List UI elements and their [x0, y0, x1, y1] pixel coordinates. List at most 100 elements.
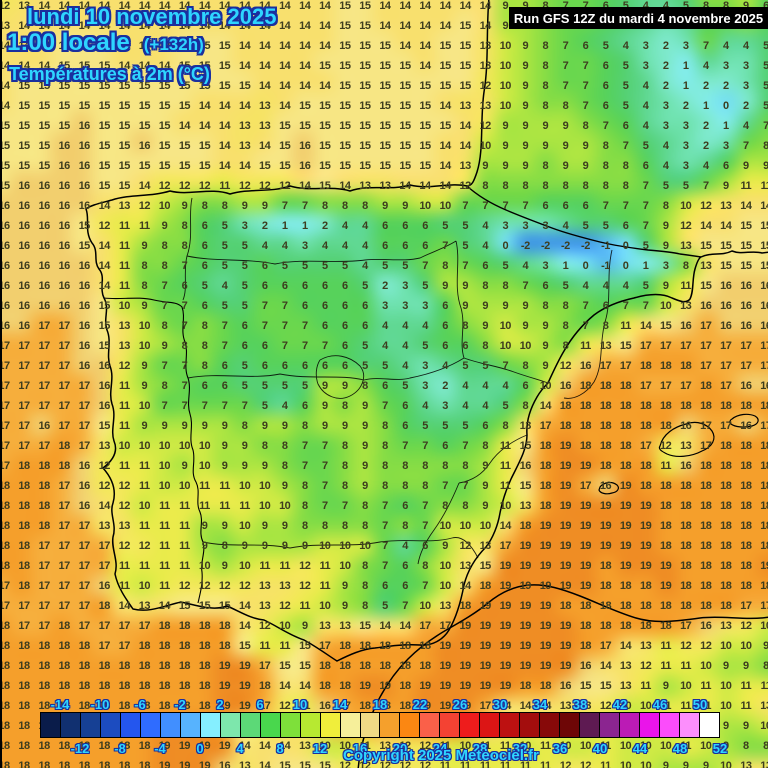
temp-value: 19: [178, 760, 191, 768]
temp-value: 14: [0, 60, 10, 72]
temp-value: 11: [760, 180, 768, 192]
temp-value: 18: [58, 460, 71, 472]
scale-cell: [41, 713, 61, 737]
temp-value: 15: [0, 140, 10, 152]
temp-value: 16: [760, 300, 768, 312]
scale-tick-label: 38: [572, 697, 588, 712]
temp-value: 14: [238, 740, 251, 752]
temp-value: 18: [198, 700, 211, 712]
temp-value: 16: [0, 240, 10, 252]
temp-value: 17: [78, 560, 91, 572]
temp-value: 16: [18, 320, 30, 332]
temp-value: 16: [38, 180, 50, 192]
temp-value: 17: [38, 620, 50, 632]
temp-value: 17: [58, 600, 71, 612]
temp-value: 12: [279, 700, 291, 712]
temp-value: 14: [279, 740, 291, 752]
parameter-title: Températures à 2m (°C): [9, 64, 210, 84]
scale-cell: [260, 713, 281, 737]
temp-value: 18: [98, 660, 111, 672]
temp-value: 9: [763, 160, 768, 172]
temp-value: 17: [58, 580, 71, 592]
temp-value: 18: [78, 740, 91, 752]
temp-value: 5: [763, 100, 768, 112]
scale-cell: [500, 713, 521, 737]
temp-value: 18: [319, 660, 331, 672]
scale-cell: [460, 713, 481, 737]
temp-value: 5: [763, 60, 768, 72]
scale-cell: [640, 713, 661, 737]
scale-tick-label: 22: [412, 697, 428, 712]
scale-cell: [300, 713, 321, 737]
temp-value: 15: [58, 60, 71, 72]
temp-value: 18: [138, 700, 151, 712]
temp-value: 15: [78, 240, 91, 252]
temp-value: 15: [0, 120, 10, 132]
run-banner-text: Run GFS 12Z du mardi 4 novembre 2025: [513, 10, 764, 26]
temp-value: 17: [38, 540, 50, 552]
temp-value: 16: [319, 700, 331, 712]
temp-value: 18: [0, 760, 10, 768]
temp-value: 18: [198, 660, 211, 672]
temp-value: 17: [18, 420, 30, 432]
temp-value: 18: [98, 700, 111, 712]
temp-value: 18: [118, 660, 131, 672]
temp-value: 18: [18, 660, 30, 672]
temp-value: 17: [0, 600, 10, 612]
temp-value: 18: [38, 660, 50, 672]
temp-value: 17: [18, 340, 30, 352]
temp-value: 16: [78, 300, 91, 312]
forecast-offset-label: (+132h): [143, 35, 204, 54]
scale-cell: [320, 713, 341, 737]
scale-cell: [60, 713, 81, 737]
temp-value: 18: [98, 760, 111, 768]
temp-value: 16: [760, 320, 768, 332]
scale-tick-label: 14: [332, 697, 348, 712]
temp-value: 19: [178, 740, 191, 752]
temp-value: 16: [18, 200, 30, 212]
temp-value: 17: [38, 580, 50, 592]
temp-value: 16: [58, 160, 71, 172]
temp-value: 19: [198, 740, 211, 752]
temp-value: 16: [78, 120, 91, 132]
temp-value: 18: [339, 680, 351, 692]
temp-value: 14: [18, 60, 30, 72]
temp-value: 18: [0, 720, 10, 732]
scale-tick-label: 18: [372, 697, 388, 712]
temp-value: 17: [259, 660, 271, 672]
scale-cell: [80, 713, 101, 737]
temp-value: 18: [138, 660, 151, 672]
temp-value: 15: [58, 120, 71, 132]
temp-value: 12: [339, 760, 351, 768]
scale-tick-label: -10: [90, 697, 110, 712]
temp-value: 17: [58, 420, 71, 432]
temp-value: 18: [18, 540, 30, 552]
copyright-label: Copyright 2025 Meteociel.fr: [343, 747, 539, 764]
temp-value: 18: [38, 480, 50, 492]
temp-value: 17: [58, 340, 71, 352]
map-left-border: [0, 0, 2, 768]
temp-value: 15: [0, 160, 10, 172]
temp-value: 17: [0, 380, 10, 392]
temp-value: 17: [78, 540, 91, 552]
temp-value: 17: [38, 440, 50, 452]
temp-value: 17: [760, 420, 768, 432]
temp-value: 13: [238, 760, 251, 768]
temp-value: 17: [38, 560, 50, 572]
scale-cell: [660, 713, 680, 737]
run-banner: Run GFS 12Z du mardi 4 novembre 2025: [509, 7, 768, 29]
scale-tick-label: 50: [692, 697, 708, 712]
temp-value: 8: [763, 140, 768, 152]
temp-value: 14: [38, 40, 50, 52]
temp-value: 17: [38, 340, 50, 352]
temp-value: 18: [18, 560, 30, 572]
temp-value: 18: [18, 720, 30, 732]
scale-cell: [620, 713, 641, 737]
temp-value: 17: [58, 380, 71, 392]
scale-cell: [580, 713, 601, 737]
temp-value: 18: [760, 480, 768, 492]
temp-value: 14: [18, 20, 30, 32]
temp-value: 15: [58, 100, 71, 112]
temp-value: 16: [18, 220, 30, 232]
scale-cell: [699, 713, 719, 737]
